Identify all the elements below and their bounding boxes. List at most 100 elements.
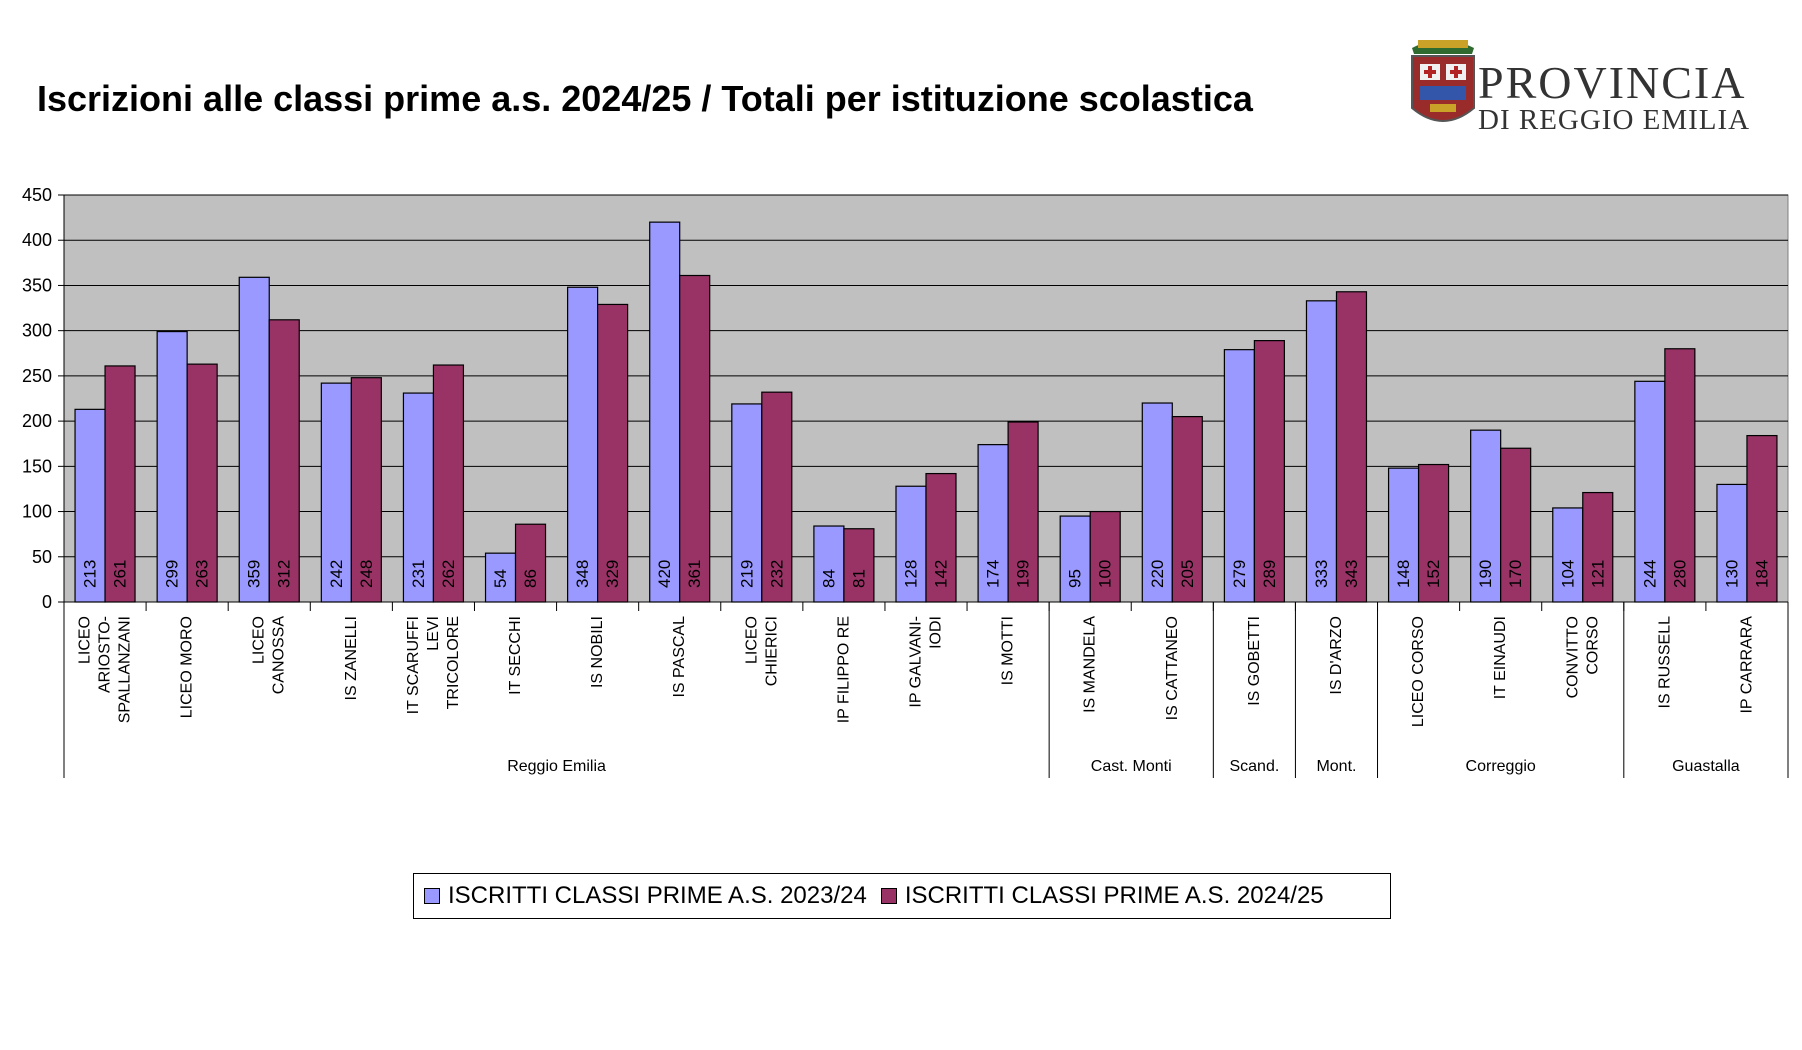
category-label: SPALLANZANI [117,616,134,723]
data-label: 329 [603,560,622,588]
bar [1059,515,1091,603]
data-label: 289 [1260,560,1279,588]
category-label: CORSO [1584,616,1601,675]
group-label: Cast. Monti [1091,758,1172,775]
group-label: Scand. [1229,758,1279,775]
bar [320,382,352,603]
bar [104,365,136,603]
data-label: 121 [1588,560,1607,588]
category-label: IS GOBETTI [1246,616,1263,706]
bar [238,276,270,603]
category-label: LICEO [743,616,760,664]
legend-item-2023-24: ISCRITTI CLASSI PRIME A.S. 2023/24 [424,882,867,910]
bar [1716,483,1748,603]
bar [597,303,629,603]
data-label: 174 [984,560,1003,588]
page-title: Iscrizioni alle classi prime a.s. 2024/2… [37,78,1253,119]
category-label: IS MOTTI [1000,616,1017,685]
y-tick-label: 400 [22,230,52,250]
data-label: 95 [1066,569,1085,588]
data-label: 263 [193,560,212,588]
legend-item-2024-25: ISCRITTI CLASSI PRIME A.S. 2024/25 [880,882,1324,910]
bar [649,221,681,603]
y-tick-label: 450 [22,185,52,205]
y-tick-label: 100 [22,502,52,522]
category-label: IS NOBILI [589,616,606,688]
bar [977,444,1009,603]
bar [350,377,382,603]
bar [402,392,435,603]
data-label: 86 [521,569,540,588]
category-label: IS ZANELLI [343,616,360,700]
category-label: CHIERICI [763,616,780,686]
category-label: IT SCARUFFI [405,616,422,714]
data-label: 361 [685,560,704,588]
category-label: IS D'ARZO [1328,616,1345,695]
category-label: IS MANDELA [1082,616,1099,713]
bar [74,408,106,603]
data-label: 299 [163,560,182,588]
data-label: 220 [1148,560,1167,588]
bar [432,364,465,603]
data-label: 100 [1096,560,1115,588]
category-label: ARIOSTO- [97,616,114,693]
category-label: LICEO [77,616,94,664]
y-tick-label: 350 [22,275,52,295]
category-label: CANOSSA [271,616,288,695]
bar [1171,415,1203,603]
category-label: LICEO [251,616,268,664]
bar [156,330,188,603]
data-label: 280 [1670,560,1689,588]
bar [813,525,845,603]
bar [1634,380,1666,603]
bar [843,528,875,603]
data-label: 199 [1014,560,1033,588]
category-label: TRICOLORE [445,616,462,709]
data-label: 184 [1752,560,1771,588]
data-label: 142 [932,560,951,588]
y-tick-label: 250 [22,366,52,386]
category-label: CONVITTO [1564,616,1581,698]
category-label: IS RUSSELL [1656,616,1673,709]
bar [484,552,517,603]
category-label: IS PASCAL [671,616,688,698]
logo-text-reggio-emilia: DI REGGIO EMILIA [1478,104,1751,136]
y-tick-label: 150 [22,456,52,476]
data-label: 190 [1476,560,1495,588]
data-label: 244 [1640,560,1659,588]
category-label: LICEO CORSO [1410,616,1427,727]
category-label: IS CATTANEO [1164,616,1181,720]
bar [268,319,300,603]
data-label: 343 [1342,560,1361,588]
legend-label-2023-24: ISCRITTI CLASSI PRIME A.S. 2023/24 [448,882,867,909]
legend-swatch-2024-25 [880,888,897,904]
data-label: 213 [81,560,100,588]
crest-icon [1411,40,1475,122]
bar [1335,291,1368,603]
bar [761,391,793,603]
data-label: 279 [1230,560,1249,588]
bar [1141,402,1173,603]
category-label: IT EINAUDI [1492,616,1509,699]
data-label: 205 [1178,560,1197,588]
legend: ISCRITTI CLASSI PRIME A.S. 2023/24 ISCRI… [413,873,1391,919]
data-label: 231 [409,560,428,588]
bar [1500,447,1532,603]
data-label: 262 [439,560,458,588]
y-tick-label: 0 [42,592,52,612]
data-label: 54 [491,569,510,588]
data-label: 232 [767,560,786,588]
data-label: 420 [655,560,674,588]
y-tick-label: 200 [22,411,52,431]
bar [1746,434,1778,603]
group-label: Correggio [1466,758,1536,775]
bar [679,274,711,603]
group-label: Guastalla [1672,758,1740,775]
data-label: 261 [111,560,130,588]
data-label: 359 [245,560,264,588]
bar-chart: 0 50 100 150 200 250 300 350 400 450 213 299 359 242 2… [22,185,1789,778]
bar [925,472,957,603]
data-label: 81 [849,569,868,588]
bar [567,286,599,603]
bar [1007,421,1039,603]
